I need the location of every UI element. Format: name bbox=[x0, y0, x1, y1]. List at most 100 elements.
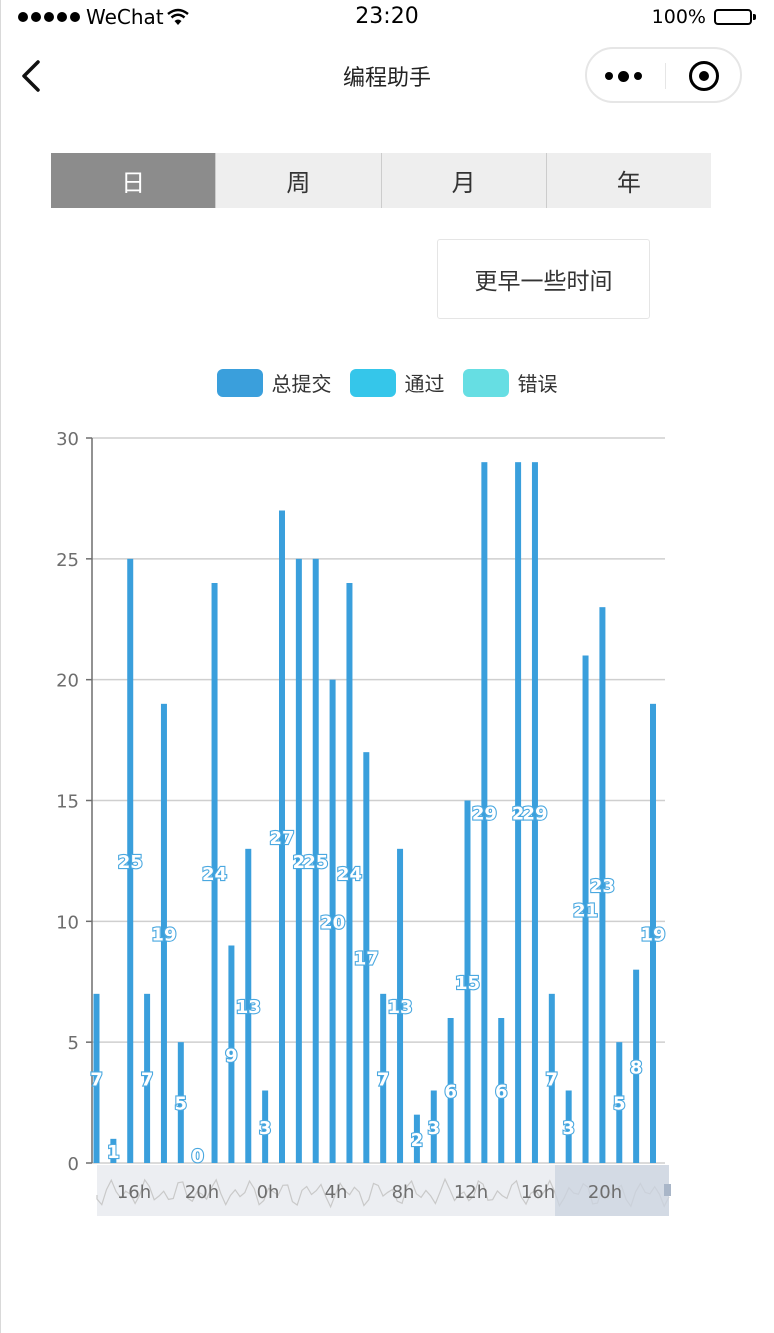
data-label: 5 bbox=[175, 1094, 188, 1115]
data-label: 19 bbox=[151, 924, 176, 945]
bar[interactable] bbox=[447, 1018, 454, 1163]
data-label: 29 bbox=[522, 804, 547, 825]
tab-year[interactable]: 年 bbox=[545, 153, 711, 208]
bar[interactable] bbox=[228, 945, 235, 1164]
bar[interactable] bbox=[312, 558, 319, 1163]
zoom-handle[interactable] bbox=[664, 1184, 671, 1196]
bar[interactable] bbox=[582, 655, 589, 1164]
close-target-icon[interactable] bbox=[689, 61, 719, 91]
status-bar: WeChat 23:20 100% bbox=[0, 0, 774, 36]
bar[interactable] bbox=[481, 462, 488, 1164]
legend-swatch-error bbox=[462, 368, 509, 397]
battery-icon bbox=[714, 9, 756, 25]
data-label: 0 bbox=[191, 1146, 204, 1167]
bar[interactable] bbox=[144, 993, 151, 1163]
data-label: 24 bbox=[202, 864, 227, 885]
chart-data-labels: 7125719502491332722520241771323615296229… bbox=[89, 802, 666, 1168]
data-label: 15 bbox=[455, 973, 480, 994]
bar[interactable] bbox=[515, 462, 522, 1164]
nav-bar: 编程助手 bbox=[0, 40, 774, 112]
data-label: 2 bbox=[411, 1130, 424, 1151]
data-label: 21 bbox=[573, 900, 598, 921]
bar[interactable] bbox=[110, 1138, 117, 1163]
bar[interactable] bbox=[616, 1042, 623, 1163]
bar[interactable] bbox=[413, 1114, 420, 1163]
tab-month[interactable]: 月 bbox=[380, 153, 546, 208]
x-tick-label: 4h bbox=[325, 1182, 348, 1203]
more-dots-icon[interactable] bbox=[605, 62, 655, 90]
miniprogram-capsule bbox=[585, 47, 742, 103]
bar[interactable] bbox=[397, 848, 404, 1163]
data-label: 13 bbox=[388, 997, 413, 1018]
data-label: 6 bbox=[444, 1082, 457, 1103]
legend-item-passed[interactable]: 通过 bbox=[349, 368, 445, 397]
bar[interactable] bbox=[160, 703, 167, 1163]
legend-item-total[interactable]: 总提交 bbox=[216, 368, 332, 397]
tab-week[interactable]: 周 bbox=[215, 153, 381, 208]
bar[interactable] bbox=[599, 607, 606, 1163]
bar[interactable] bbox=[329, 679, 336, 1163]
bar[interactable] bbox=[363, 752, 370, 1163]
legend-swatch-total bbox=[216, 368, 263, 397]
status-time: 23:20 bbox=[355, 4, 419, 29]
data-label: 7 bbox=[546, 1069, 559, 1090]
y-tick-label: 30 bbox=[56, 429, 79, 450]
data-label: 6 bbox=[495, 1082, 508, 1103]
zoom-selection-window[interactable] bbox=[555, 1165, 669, 1216]
chart-legend: 总提交 通过 错误 bbox=[0, 368, 774, 397]
bar[interactable] bbox=[498, 1018, 505, 1163]
bar[interactable] bbox=[93, 993, 100, 1163]
legend-swatch-passed bbox=[349, 368, 396, 397]
page-title: 编程助手 bbox=[342, 66, 431, 91]
bar[interactable] bbox=[531, 462, 538, 1164]
battery-percent: 100% bbox=[651, 6, 706, 28]
y-tick-label: 0 bbox=[68, 1154, 79, 1175]
bar[interactable] bbox=[211, 583, 218, 1163]
x-tick-label: 20h bbox=[588, 1182, 622, 1203]
earlier-time-button[interactable]: 更早一些时间 bbox=[437, 239, 650, 319]
carrier: WeChat bbox=[18, 5, 189, 29]
legend-label-error: 错误 bbox=[517, 372, 558, 396]
legend-item-error[interactable]: 错误 bbox=[462, 368, 558, 397]
page-left-edge bbox=[0, 0, 1, 1333]
bar[interactable] bbox=[295, 558, 302, 1163]
bar[interactable] bbox=[464, 800, 471, 1164]
bar[interactable] bbox=[633, 969, 640, 1163]
x-tick-label: 16h bbox=[117, 1182, 151, 1203]
legend-label-passed: 通过 bbox=[404, 372, 445, 396]
capsule-divider bbox=[665, 63, 666, 89]
bar[interactable] bbox=[262, 1090, 269, 1164]
y-tick-label: 25 bbox=[56, 550, 79, 571]
back-arrow-icon[interactable] bbox=[14, 56, 54, 96]
data-label: 24 bbox=[337, 864, 362, 885]
x-tick-label: 12h bbox=[454, 1182, 488, 1203]
legend-label-total: 总提交 bbox=[271, 372, 332, 396]
data-zoom-slider: 16h 20h 0h 4h 8h 12h 16h 20h bbox=[96, 1165, 671, 1216]
bar[interactable] bbox=[430, 1090, 437, 1164]
bar[interactable] bbox=[245, 848, 252, 1163]
data-label: 7 bbox=[377, 1069, 390, 1090]
tab-day[interactable]: 日 bbox=[51, 153, 216, 208]
bar[interactable] bbox=[346, 583, 353, 1163]
data-label: 1 bbox=[107, 1142, 120, 1163]
period-tabs: 日 周 月 年 bbox=[51, 153, 711, 208]
data-label: 29 bbox=[472, 804, 497, 825]
data-label: 9 bbox=[225, 1045, 238, 1066]
y-tick-label: 5 bbox=[68, 1033, 79, 1054]
data-label: 19 bbox=[640, 924, 665, 945]
bar[interactable] bbox=[548, 993, 555, 1163]
bar[interactable] bbox=[565, 1090, 572, 1164]
bar[interactable] bbox=[380, 993, 387, 1163]
bar[interactable] bbox=[127, 558, 134, 1163]
wifi-icon bbox=[166, 8, 189, 25]
data-label: 2 bbox=[293, 852, 306, 873]
bar[interactable] bbox=[279, 510, 285, 1164]
bar[interactable] bbox=[650, 703, 656, 1163]
signal-icon bbox=[18, 12, 80, 22]
x-tick-label: 20h bbox=[185, 1182, 219, 1203]
bar[interactable] bbox=[177, 1042, 184, 1163]
data-label: 2 bbox=[512, 804, 525, 825]
data-label: 8 bbox=[630, 1057, 643, 1078]
data-label: 23 bbox=[590, 876, 615, 897]
